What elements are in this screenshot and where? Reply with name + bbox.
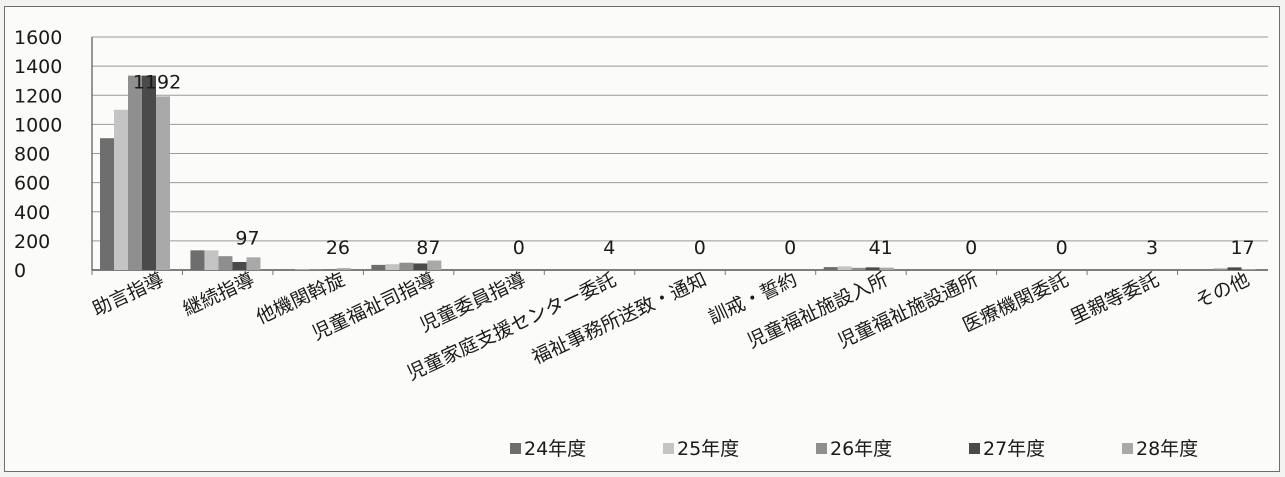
data-label: 0 — [694, 237, 706, 259]
x-tick-label: その他 — [1192, 269, 1253, 313]
y-tick-label: 1600 — [14, 27, 62, 49]
bar — [427, 260, 442, 270]
bar — [413, 263, 428, 270]
data-label: 97 — [235, 227, 259, 249]
legend-entry: 25年度 — [677, 438, 739, 460]
chart-frame — [4, 6, 1280, 472]
data-label: 26 — [326, 237, 350, 259]
bar — [865, 267, 880, 270]
data-label: 41 — [869, 237, 893, 259]
data-label: 4 — [603, 237, 615, 259]
y-tick-label: 800 — [14, 144, 50, 166]
legend: 24年度 25年度 26年度 27年度 28年度 — [510, 438, 1198, 460]
legend-entry: 28年度 — [1136, 438, 1198, 460]
bar — [142, 75, 156, 270]
y-axis: 0 200 400 600 800 1000 1200 1400 1600 — [14, 27, 62, 282]
bar — [280, 269, 295, 270]
bar — [100, 138, 114, 270]
data-label: 0 — [965, 237, 977, 259]
gridlines — [91, 36, 1268, 271]
x-tick-label: 継続指導 — [180, 269, 258, 321]
bar — [879, 267, 894, 270]
data-label: 17 — [1230, 237, 1254, 259]
x-tick-label: 里親等委託 — [1067, 269, 1162, 329]
data-label: 3 — [1146, 237, 1158, 259]
bar — [385, 264, 400, 270]
legend-swatch — [969, 443, 980, 454]
bar — [851, 267, 866, 270]
bar — [218, 256, 233, 270]
bar — [399, 262, 414, 270]
bar — [114, 109, 128, 270]
data-label: 0 — [513, 237, 525, 259]
legend-swatch — [816, 443, 827, 454]
y-tick-label: 400 — [14, 202, 50, 224]
bar — [1213, 268, 1228, 270]
bar — [204, 250, 219, 270]
y-tick-label: 1200 — [14, 85, 62, 107]
legend-entry: 26年度 — [830, 438, 892, 460]
legend-entry: 27年度 — [983, 438, 1045, 460]
y-tick-label: 200 — [14, 231, 50, 253]
bars — [100, 75, 1256, 270]
bar — [190, 250, 205, 270]
y-tick-label: 1400 — [14, 56, 62, 78]
legend-entry: 24年度 — [524, 438, 586, 460]
legend-swatch — [663, 443, 674, 454]
data-label: 0 — [784, 237, 796, 259]
x-axis: 助言指導 継続指導他機関斡旋児童福祉司指導児童委員指導児童家庭支援センター委託福祉… — [89, 269, 1253, 385]
bar — [232, 261, 247, 270]
data-label: 87 — [416, 237, 440, 259]
bar — [371, 264, 386, 270]
bar — [1227, 267, 1242, 270]
data-label: 1192 — [133, 71, 181, 93]
data-label: 0 — [1056, 237, 1068, 259]
bar — [336, 268, 351, 270]
x-tick-label: 福祉事務所送致・通知 — [529, 269, 711, 369]
y-tick-label: 0 — [14, 260, 26, 282]
bar — [837, 266, 852, 270]
data-labels: 1192 97 26 87 0 4 0 0 41 0 0 3 17 — [133, 71, 1255, 259]
bar — [246, 257, 261, 270]
bar — [128, 75, 142, 270]
y-tick-label: 600 — [14, 173, 50, 195]
legend-swatch — [510, 443, 521, 454]
bar — [156, 96, 170, 270]
x-tick-label: 助言指導 — [89, 269, 167, 321]
y-tick-label: 1000 — [14, 114, 62, 136]
bar — [823, 267, 838, 270]
legend-swatch — [1122, 443, 1133, 454]
